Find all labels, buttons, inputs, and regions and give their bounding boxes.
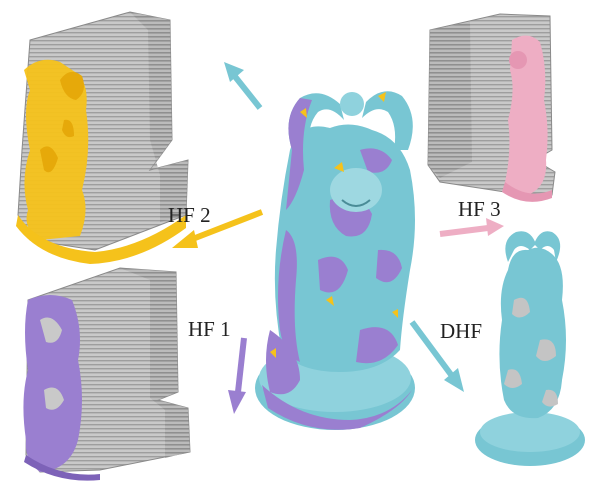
arrow-icon: [439, 218, 504, 237]
statue-center-icon: [255, 91, 415, 430]
label-hf2: HF 2: [168, 203, 211, 227]
arrow-icon: [224, 62, 263, 110]
cyan-statue-icon: [475, 231, 585, 466]
label-hf1: HF 1: [188, 317, 231, 341]
pink-extrusion-icon: [427, 13, 556, 202]
label-hf3: HF 3: [458, 197, 501, 221]
arrow-icon: [409, 320, 464, 392]
arrow-icon: [172, 209, 264, 248]
label-dhf: DHF: [440, 319, 482, 343]
yellow-extrusion-icon: [16, 11, 189, 264]
arrow-icon: [228, 337, 247, 414]
purple-extrusion-icon: [23, 267, 191, 481]
